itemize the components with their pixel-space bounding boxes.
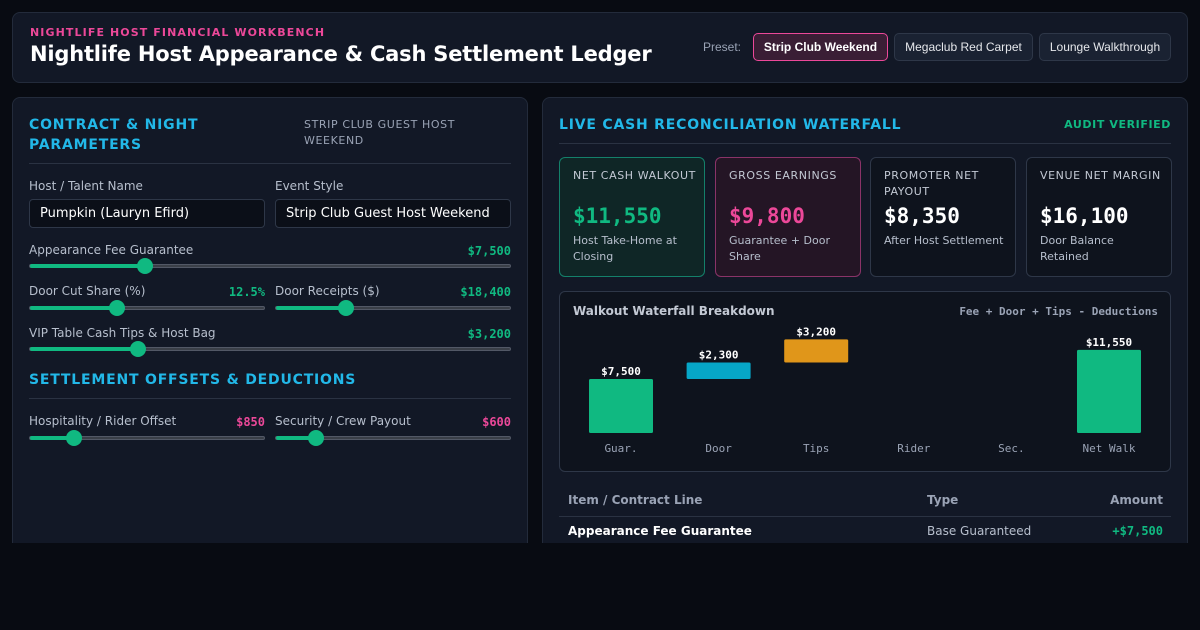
reconciliation-panel: LIVE CASH RECONCILIATION WATERFALL AUDIT… xyxy=(542,97,1188,543)
app-eyebrow: NIGHTLIFE HOST FINANCIAL WORKBENCH xyxy=(30,26,326,39)
appearance-fee-slider[interactable] xyxy=(29,258,511,274)
waterfall-svg: $7,500Guar.$2,300Door$3,200Tips$850Rider… xyxy=(589,325,1141,455)
security-payout-label: Security / Crew Payout xyxy=(275,414,411,428)
preset-label: Preset: xyxy=(703,40,742,54)
page-title: Nightlife Host Appearance & Cash Settlem… xyxy=(30,42,652,66)
app-header: NIGHTLIFE HOST FINANCIAL WORKBENCH Night… xyxy=(12,12,1188,83)
door-receipts-slider[interactable] xyxy=(275,300,511,316)
table-cell-type: Base Guaranteed xyxy=(927,524,1032,538)
promoter-net-payout-card: PROMOTER NET PAYOUT $8,350 After Host Se… xyxy=(870,157,1016,277)
event-style-label: Event Style xyxy=(275,179,344,193)
contract-subtitle: STRIP CLUB GUEST HOST WEEKEND xyxy=(304,118,456,147)
waterfall-bar-tips xyxy=(784,339,849,363)
card-value: $8,350 xyxy=(884,204,960,228)
door-cut-share-label: Door Cut Share (%) xyxy=(29,284,146,298)
waterfall-section-title: LIVE CASH RECONCILIATION WATERFALL xyxy=(559,117,902,133)
divider xyxy=(29,163,511,164)
waterfall-bar-guar xyxy=(589,379,653,433)
waterfall-data-label: $11,550 xyxy=(1086,336,1132,349)
hospitality-offset-slider[interactable] xyxy=(29,430,265,446)
appearance-fee-value: $7,500 xyxy=(467,244,511,258)
table-header-amount: Amount xyxy=(1110,493,1163,507)
net-cash-walkout-card: NET CASH WALKOUT $11,550 Host Take-Home … xyxy=(559,157,705,277)
table-cell-amount: +$7,500 xyxy=(1112,524,1163,538)
waterfall-data-label: $7,500 xyxy=(601,365,641,378)
vip-tips-slider[interactable] xyxy=(29,341,511,357)
card-subtext: After Host Settlement xyxy=(884,234,1004,247)
door-cut-share-value: 12.5% xyxy=(228,285,265,299)
preset-lounge-walkthrough-button[interactable]: Lounge Walkthrough xyxy=(1039,33,1171,61)
slider-thumb[interactable] xyxy=(108,300,125,316)
audit-status-badge: AUDIT VERIFIED xyxy=(1064,118,1171,131)
divider xyxy=(559,143,1171,144)
host-name-input[interactable]: Pumpkin (Lauryn Efird) xyxy=(29,199,265,228)
offsets-section-title: SETTLEMENT OFFSETS & DEDUCTIONS xyxy=(29,372,357,388)
waterfall-category-label: Rider xyxy=(897,442,930,455)
card-label: VENUE NET MARGIN xyxy=(1040,169,1161,182)
contract-section-title: CONTRACT & NIGHT PARAMETERS xyxy=(29,117,199,153)
waterfall-category-label: Net Walk xyxy=(1083,442,1136,455)
card-label: PROMOTER NET PAYOUT xyxy=(884,169,979,198)
table-header-item: Item / Contract Line xyxy=(568,493,703,507)
slider-thumb[interactable] xyxy=(130,341,146,357)
preset-strip-club-weekend-button[interactable]: Strip Club Weekend xyxy=(753,33,888,61)
divider xyxy=(29,398,511,399)
waterfall-category-label: Sec. xyxy=(998,442,1025,455)
waterfall-category-label: Guar. xyxy=(604,442,637,455)
slider-thumb[interactable] xyxy=(307,430,324,446)
card-label: GROSS EARNINGS xyxy=(729,169,838,182)
venue-net-margin-card: VENUE NET MARGIN $16,100 Door Balance Re… xyxy=(1026,157,1172,277)
table-cell-item: Appearance Fee Guarantee xyxy=(568,524,752,538)
card-value: $11,550 xyxy=(573,204,662,228)
hospitality-offset-label: Hospitality / Rider Offset xyxy=(29,414,177,428)
slider-thumb[interactable] xyxy=(137,258,154,274)
host-name-label: Host / Talent Name xyxy=(29,179,143,193)
slider-thumb[interactable] xyxy=(338,300,355,316)
divider xyxy=(559,516,1171,517)
card-subtext: Door Balance Retained xyxy=(1040,234,1114,263)
table-header-type: Type xyxy=(927,493,959,507)
hospitality-offset-value: $850 xyxy=(236,415,265,429)
security-payout-value: $600 xyxy=(482,415,511,429)
security-payout-slider[interactable] xyxy=(275,430,511,446)
contract-parameters-panel: CONTRACT & NIGHT PARAMETERS STRIP CLUB G… xyxy=(12,97,528,543)
preset-megaclub-red-carpet-button[interactable]: Megaclub Red Carpet xyxy=(894,33,1033,61)
waterfall-bar-door xyxy=(686,362,751,379)
appearance-fee-label: Appearance Fee Guarantee xyxy=(29,243,194,257)
waterfall-bar-net-walk xyxy=(1077,349,1141,433)
vip-tips-label: VIP Table Cash Tips & Host Bag xyxy=(29,326,216,340)
slider-thumb[interactable] xyxy=(66,430,83,446)
waterfall-category-label: Tips xyxy=(803,442,830,455)
door-receipts-label: Door Receipts ($) xyxy=(275,284,380,298)
gross-earnings-card: GROSS EARNINGS $9,800 Guarantee + Door S… xyxy=(715,157,861,277)
door-receipts-value: $18,400 xyxy=(460,285,511,299)
event-style-input[interactable]: Strip Club Guest Host Weekend xyxy=(275,199,511,228)
card-subtext: Guarantee + Door Share xyxy=(729,234,830,263)
card-value: $9,800 xyxy=(729,204,805,228)
door-cut-share-slider[interactable] xyxy=(29,300,265,316)
vip-tips-value: $3,200 xyxy=(467,327,511,341)
waterfall-category-label: Door xyxy=(705,442,732,455)
chart-title: Walkout Waterfall Breakdown xyxy=(573,304,775,318)
waterfall-chart: Walkout Waterfall Breakdown Fee + Door +… xyxy=(559,291,1171,472)
chart-formula-note: Fee + Door + Tips - Deductions xyxy=(959,305,1158,318)
card-value: $16,100 xyxy=(1040,204,1129,228)
card-label: NET CASH WALKOUT xyxy=(573,169,696,182)
waterfall-data-label: $3,200 xyxy=(796,325,836,338)
waterfall-data-label: $2,300 xyxy=(699,348,739,361)
card-subtext: Host Take-Home at Closing xyxy=(573,234,677,263)
